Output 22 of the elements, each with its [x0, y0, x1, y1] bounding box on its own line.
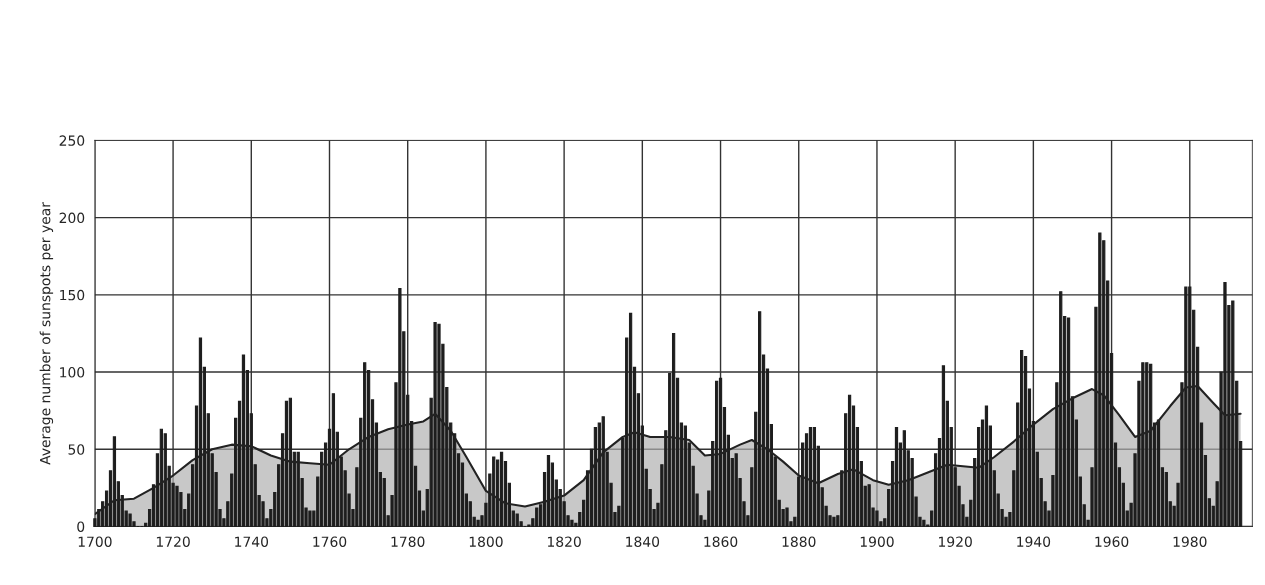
y-tick-label: 100	[60, 367, 85, 378]
x-tick-label: 1720	[156, 536, 190, 547]
x-tick-label: 1700	[78, 536, 112, 547]
x-tick-label: 1860	[704, 536, 738, 547]
y-tick-label: 50	[68, 444, 85, 455]
x-tick-label: 1940	[1017, 536, 1051, 547]
x-tick-label: 1980	[1173, 536, 1207, 547]
y-tick-label: 250	[59, 135, 85, 146]
x-tick-label: 1960	[1095, 536, 1129, 547]
y-axis-title: Average number of sunspots per year	[39, 202, 54, 465]
y-tick-label: 150	[60, 289, 85, 301]
x-tick-label: 1880	[782, 536, 816, 547]
x-tick-label: 1920	[939, 536, 972, 547]
x-tick-label: 1820	[547, 536, 581, 547]
x-tick-label: 1840	[626, 536, 660, 547]
x-tick-label: 1780	[391, 536, 425, 547]
x-tick-label: 1900	[860, 536, 894, 547]
x-tick-label: 1800	[469, 536, 503, 547]
y-tick-label: 0	[77, 521, 85, 532]
x-tick-label: 1760	[313, 536, 347, 547]
y-tick-label: 200	[59, 212, 85, 224]
x-tick-label: 1740	[235, 536, 269, 547]
